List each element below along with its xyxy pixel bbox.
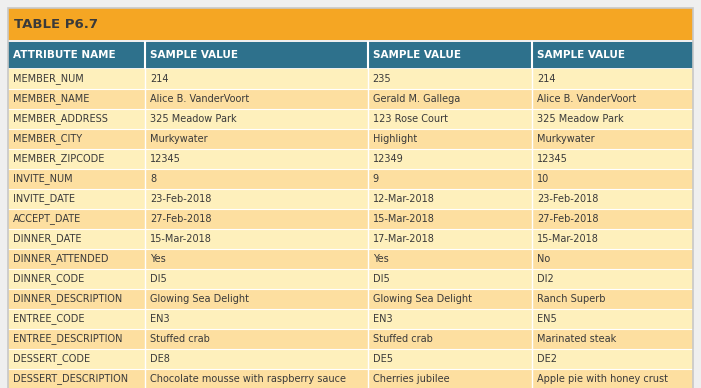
Text: MEMBER_NAME: MEMBER_NAME	[13, 94, 89, 104]
Text: 23-Feb-2018: 23-Feb-2018	[537, 194, 599, 204]
Text: 325 Meadow Park: 325 Meadow Park	[537, 114, 624, 124]
Text: MEMBER_ADDRESS: MEMBER_ADDRESS	[13, 114, 108, 125]
Text: DINNER_CODE: DINNER_CODE	[13, 274, 84, 284]
Text: Murkywater: Murkywater	[537, 134, 594, 144]
Text: DESSERT_DESCRIPTION: DESSERT_DESCRIPTION	[13, 374, 128, 385]
Text: ATTRIBUTE NAME: ATTRIBUTE NAME	[13, 50, 116, 60]
Text: Marinated steak: Marinated steak	[537, 334, 616, 344]
Text: 15-Mar-2018: 15-Mar-2018	[150, 234, 212, 244]
Text: Ranch Superb: Ranch Superb	[537, 294, 606, 304]
Text: DINNER_DESCRIPTION: DINNER_DESCRIPTION	[13, 294, 122, 305]
Text: MEMBER_ZIPCODE: MEMBER_ZIPCODE	[13, 154, 104, 165]
Text: DE8: DE8	[150, 354, 170, 364]
Text: INVITE_NUM: INVITE_NUM	[13, 173, 73, 184]
Text: Glowing Sea Delight: Glowing Sea Delight	[150, 294, 249, 304]
Text: 12345: 12345	[150, 154, 181, 164]
Text: DINNER_ATTENDED: DINNER_ATTENDED	[13, 253, 109, 265]
Text: 12349: 12349	[373, 154, 403, 164]
Text: Yes: Yes	[373, 254, 388, 264]
Text: Chocolate mousse with raspberry sauce: Chocolate mousse with raspberry sauce	[150, 374, 346, 384]
Text: MEMBER_CITY: MEMBER_CITY	[13, 133, 82, 144]
Text: No: No	[537, 254, 550, 264]
Text: Yes: Yes	[150, 254, 165, 264]
Text: Alice B. VanderVoort: Alice B. VanderVoort	[150, 94, 250, 104]
Text: SAMPLE VALUE: SAMPLE VALUE	[150, 50, 238, 60]
Text: DI2: DI2	[537, 274, 554, 284]
Text: Alice B. VanderVoort: Alice B. VanderVoort	[537, 94, 637, 104]
Text: DINNER_DATE: DINNER_DATE	[13, 234, 81, 244]
Text: Highlight: Highlight	[373, 134, 417, 144]
Text: 214: 214	[537, 74, 555, 84]
Text: ENTREE_CODE: ENTREE_CODE	[13, 314, 85, 324]
Text: EN5: EN5	[537, 314, 557, 324]
Text: SAMPLE VALUE: SAMPLE VALUE	[373, 50, 461, 60]
Text: 8: 8	[150, 174, 156, 184]
Text: 23-Feb-2018: 23-Feb-2018	[150, 194, 212, 204]
Text: 17-Mar-2018: 17-Mar-2018	[373, 234, 435, 244]
Text: 27-Feb-2018: 27-Feb-2018	[537, 214, 599, 224]
Text: Murkywater: Murkywater	[150, 134, 207, 144]
Text: DE5: DE5	[373, 354, 393, 364]
Text: MEMBER_NUM: MEMBER_NUM	[13, 74, 83, 85]
Text: Apple pie with honey crust: Apple pie with honey crust	[537, 374, 668, 384]
Text: 214: 214	[150, 74, 168, 84]
Text: DE2: DE2	[537, 354, 557, 364]
Text: 325 Meadow Park: 325 Meadow Park	[150, 114, 237, 124]
Text: Gerald M. Gallega: Gerald M. Gallega	[373, 94, 460, 104]
Text: DESSERT_CODE: DESSERT_CODE	[13, 353, 90, 364]
Text: Stuffed crab: Stuffed crab	[150, 334, 210, 344]
Text: 12345: 12345	[537, 154, 568, 164]
Text: 27-Feb-2018: 27-Feb-2018	[150, 214, 212, 224]
Text: 12-Mar-2018: 12-Mar-2018	[373, 194, 435, 204]
Text: Glowing Sea Delight: Glowing Sea Delight	[373, 294, 472, 304]
Text: 15-Mar-2018: 15-Mar-2018	[373, 214, 435, 224]
Text: ENTREE_DESCRIPTION: ENTREE_DESCRIPTION	[13, 334, 123, 345]
Text: ACCEPT_DATE: ACCEPT_DATE	[13, 213, 81, 224]
Text: 235: 235	[373, 74, 391, 84]
Text: INVITE_DATE: INVITE_DATE	[13, 194, 75, 204]
Text: Cherries jubilee: Cherries jubilee	[373, 374, 449, 384]
Text: 123 Rose Court: 123 Rose Court	[373, 114, 448, 124]
Text: TABLE P6.7: TABLE P6.7	[14, 17, 98, 31]
Text: EN3: EN3	[373, 314, 393, 324]
Text: 10: 10	[537, 174, 550, 184]
Text: 15-Mar-2018: 15-Mar-2018	[537, 234, 599, 244]
Text: 9: 9	[373, 174, 379, 184]
Text: DI5: DI5	[373, 274, 389, 284]
Text: Stuffed crab: Stuffed crab	[373, 334, 433, 344]
Text: DI5: DI5	[150, 274, 167, 284]
Text: SAMPLE VALUE: SAMPLE VALUE	[537, 50, 625, 60]
Text: EN3: EN3	[150, 314, 170, 324]
